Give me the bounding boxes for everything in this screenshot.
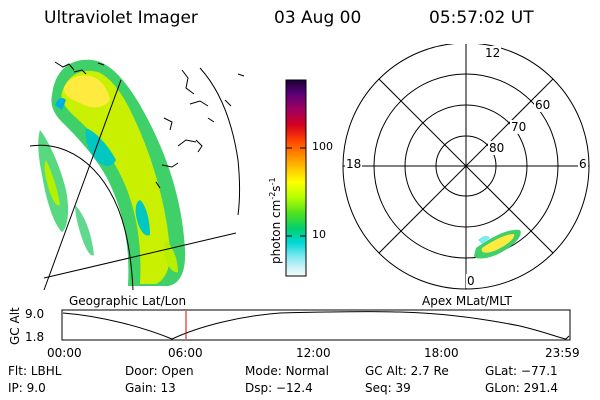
info-seq: Seq: 39	[365, 381, 411, 395]
timeline-plot	[61, 309, 571, 341]
coastlines	[54, 61, 245, 189]
info-glat: GLat: −77.1	[485, 364, 558, 378]
timeline-xtick-0600: 06:00	[168, 346, 203, 360]
colorbar-label-exp2: -1	[268, 177, 277, 186]
seq-value: 39	[395, 381, 411, 395]
mlt-label-12: 12	[484, 46, 502, 60]
geo-grid-lines	[29, 67, 240, 290]
colorbar-label: photon cm-2s-1	[268, 177, 283, 264]
glat-value: −77.1	[520, 364, 558, 378]
ip-value: 9.0	[26, 381, 46, 395]
geo-panel-label: Geographic Lat/Lon	[69, 294, 187, 308]
mode-value: Normal	[285, 364, 329, 378]
timeline-frame	[61, 309, 571, 341]
mlt-label-0: 0	[466, 274, 476, 288]
door-value: Open	[161, 364, 194, 378]
timeline-ytick-bottom: 1.8	[25, 330, 45, 344]
info-gcalt: GC Alt: 2.7 Re	[365, 364, 449, 378]
gcalt-value: 2.7 Re	[410, 364, 449, 378]
geographic-image	[29, 59, 245, 290]
mlt-label-6: 6	[578, 157, 588, 171]
polar-panel-label: Apex MLat/MLT	[422, 294, 512, 308]
polar-plot	[342, 44, 590, 290]
aurora-emission	[38, 59, 186, 287]
colorbar-label-s: s	[269, 185, 283, 192]
instrument-title: Ultraviolet Imager	[44, 8, 198, 28]
date-label: 03 Aug 00	[274, 8, 362, 28]
colorbar-tick-10: 10	[312, 228, 326, 241]
altitude-curve	[62, 311, 570, 340]
timeline-xtick-1800: 18:00	[424, 346, 459, 360]
info-dsp: Dsp: −12.4	[245, 381, 313, 395]
colorbar-tick-100: 100	[312, 140, 333, 153]
info-flt: Flt: LBHL	[8, 364, 62, 378]
flt-value: LBHL	[30, 364, 62, 378]
colorbar	[285, 79, 307, 277]
polar-aurora	[474, 229, 521, 259]
timeline-xtick-0000: 00:00	[47, 346, 82, 360]
info-door: Door: Open	[125, 364, 194, 378]
info-ip: IP: 9.0	[8, 381, 46, 395]
colorbar-label-main: photon cm	[269, 199, 283, 264]
gain-value: 13	[160, 381, 176, 395]
polar-meridian-diag2	[378, 78, 554, 254]
time-label: 05:57:02 UT	[429, 8, 534, 28]
lat-label-80: 80	[488, 141, 506, 155]
info-mode: Mode: Normal	[245, 364, 329, 378]
info-glon: GLon: 291.4	[485, 381, 558, 395]
lat-label-70: 70	[510, 120, 528, 134]
glon-value: 291.4	[523, 381, 558, 395]
lat-label-60: 60	[534, 98, 552, 112]
timeline-ylabel: GC Alt	[8, 307, 22, 345]
dsp-value: −12.4	[275, 381, 313, 395]
mlt-label-18: 18	[345, 157, 363, 171]
timeline-xtick-2359: 23:59	[545, 346, 580, 360]
info-gain: Gain: 13	[125, 381, 176, 395]
timeline-xtick-1200: 12:00	[296, 346, 331, 360]
timeline-ytick-top: 9.0	[25, 307, 45, 321]
colorbar-label-exp1: -2	[268, 191, 277, 200]
